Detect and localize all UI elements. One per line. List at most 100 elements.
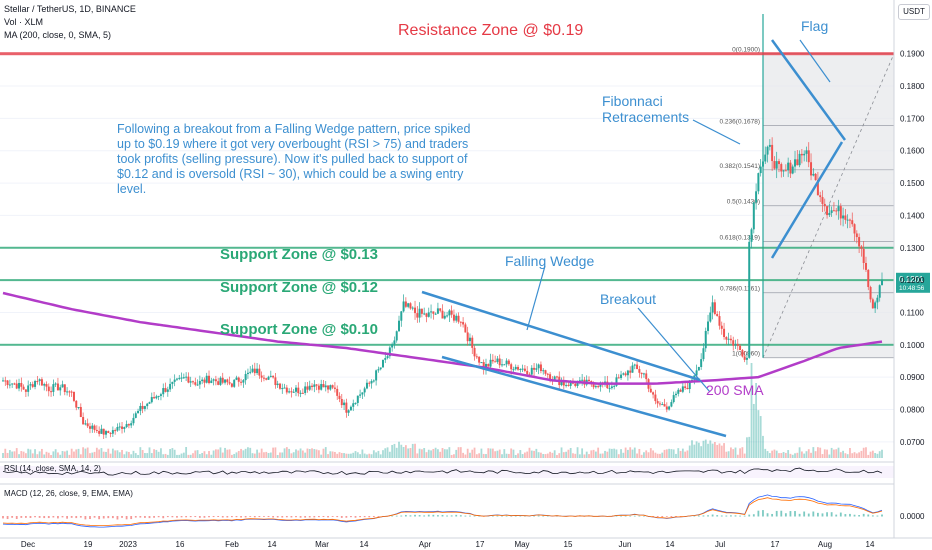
candle-body xyxy=(295,387,297,392)
volume-bar xyxy=(155,449,158,458)
volume-bar xyxy=(91,452,94,458)
candle-body xyxy=(588,379,590,382)
candle-body xyxy=(787,162,790,171)
candle-body xyxy=(269,375,272,377)
volume-bar xyxy=(73,451,75,458)
macd-histogram-bar xyxy=(812,511,815,517)
volume-bar xyxy=(519,450,522,458)
candle-body xyxy=(105,431,108,435)
wedge-arrow xyxy=(526,265,546,331)
volume-bar xyxy=(507,453,510,458)
volume-bar xyxy=(553,450,556,458)
volume-bar xyxy=(572,453,574,458)
volume-bar xyxy=(359,454,361,458)
volume-bar xyxy=(530,450,533,458)
volume-bar xyxy=(153,449,155,458)
lower-panes: RSI (14, close, SMA, 14, 2) MACD (12, 26,… xyxy=(0,461,925,528)
candle-body xyxy=(729,338,732,341)
volume-bar xyxy=(269,452,272,458)
volume-bar xyxy=(89,453,91,458)
macd-histogram-bar xyxy=(372,516,375,518)
macd-histogram-bar xyxy=(20,516,23,518)
macd-histogram-bar xyxy=(253,516,256,518)
volume-bar xyxy=(679,450,682,458)
breakout-arrow xyxy=(637,307,711,393)
volume-bar xyxy=(160,448,162,458)
macd-histogram-bar xyxy=(656,516,659,517)
volume-bar xyxy=(711,443,714,458)
volume-bar xyxy=(794,453,796,458)
candle-body xyxy=(640,372,643,375)
volume-bar xyxy=(164,453,167,458)
volume-bar xyxy=(830,447,833,458)
volume-bar xyxy=(63,451,66,458)
fib-label: 0(0.1900) xyxy=(732,47,760,54)
volume-bar xyxy=(558,453,561,458)
volume-bar xyxy=(446,449,448,458)
volume-bar xyxy=(842,450,844,458)
volume-bar xyxy=(691,440,693,458)
candle-body xyxy=(711,302,714,313)
volume-bar xyxy=(693,444,696,458)
volume-bar xyxy=(853,452,856,458)
volume-bar xyxy=(249,447,252,458)
support-line xyxy=(0,343,894,346)
candle-body xyxy=(196,384,199,386)
volume-bar xyxy=(627,449,629,458)
candle-body xyxy=(766,146,769,155)
macd-histogram-bar xyxy=(153,516,155,518)
volume-bar xyxy=(604,450,606,458)
macd-histogram-bar xyxy=(244,516,247,518)
volume-bar xyxy=(354,451,357,458)
candle-body xyxy=(201,379,204,382)
candle-body xyxy=(805,150,808,154)
macd-histogram-bar xyxy=(624,515,627,517)
macd-histogram-bar xyxy=(317,516,320,518)
candle-body xyxy=(626,370,629,376)
candle-body xyxy=(620,374,623,379)
macd-histogram-bar xyxy=(203,516,206,518)
macd-histogram-bar xyxy=(98,516,101,520)
candle-body xyxy=(281,388,284,390)
volume-bar xyxy=(828,454,831,458)
x-tick-label: 17 xyxy=(476,540,485,549)
candle-body xyxy=(13,383,16,385)
last-price-badge xyxy=(896,272,930,293)
candle-body xyxy=(377,369,380,371)
candle-body xyxy=(775,161,778,169)
candle-body xyxy=(109,432,112,434)
macd-histogram-bar xyxy=(285,516,288,518)
candle-body xyxy=(178,377,181,379)
macd-histogram-bar xyxy=(794,511,796,517)
macd-histogram-bar xyxy=(771,513,774,517)
candle-body xyxy=(372,380,375,382)
volume-bar xyxy=(764,448,767,458)
candle-body xyxy=(839,206,842,219)
macd-histogram-bar xyxy=(556,515,558,517)
candle-body xyxy=(846,219,849,221)
volume-bar xyxy=(98,449,101,458)
candle-body xyxy=(629,370,632,373)
volume-bar xyxy=(759,416,762,458)
candle-body xyxy=(84,423,87,425)
y-tick-label: 0.0700 xyxy=(900,438,925,447)
candle-body xyxy=(52,384,55,392)
candle-body xyxy=(221,377,224,383)
volume-bar xyxy=(27,448,30,458)
volume-bar xyxy=(773,449,776,458)
volume-bar xyxy=(393,443,396,458)
currency-button[interactable]: USDT xyxy=(898,4,930,20)
volume-bar xyxy=(6,452,9,458)
volume-bar xyxy=(276,454,279,458)
x-tick-label: Dec xyxy=(21,540,35,549)
candle-body xyxy=(624,373,627,376)
candle-body xyxy=(121,426,124,429)
volume-bar xyxy=(288,448,291,458)
candle-body xyxy=(118,426,121,428)
candle-body xyxy=(244,374,247,381)
candle-body xyxy=(512,369,515,371)
candle-body xyxy=(347,410,350,413)
volume-bar xyxy=(594,451,597,458)
volume-bar xyxy=(675,453,677,458)
